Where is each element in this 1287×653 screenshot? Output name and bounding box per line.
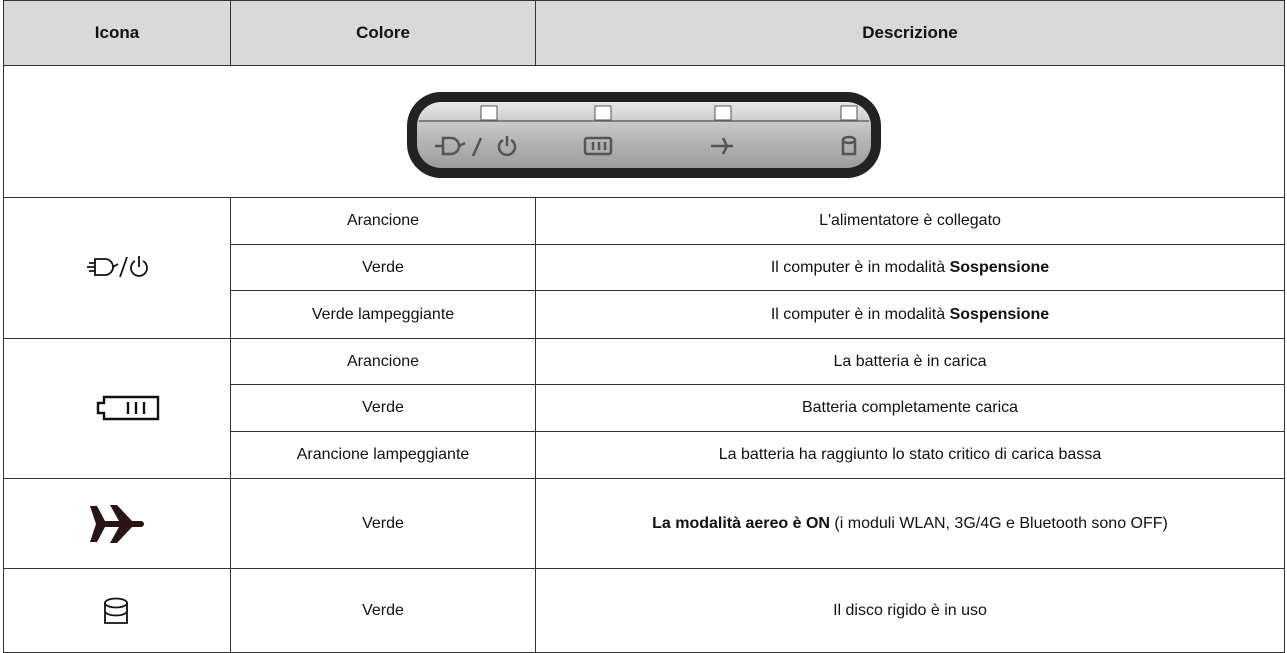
- hdd-icon: [104, 597, 128, 624]
- color-cell: Verde: [230, 384, 536, 432]
- header-cell: Colore: [230, 0, 536, 66]
- color-cell: Arancione: [230, 338, 536, 385]
- description-cell: Batteria completamente carica: [535, 384, 1285, 432]
- description-text: Il computer è in modalità Sospensione: [771, 259, 1049, 277]
- description-cell: L'alimentatore è collegato: [535, 197, 1285, 245]
- power-icon: [87, 256, 148, 278]
- description-part: (i moduli WLAN, 3G/4G e Bluetooth sono O…: [834, 514, 1168, 532]
- color-cell: Arancione lampeggiante: [230, 431, 536, 479]
- description-part: Sospensione: [949, 258, 1050, 276]
- description-text: Il computer è in modalità Sospensione: [771, 306, 1049, 324]
- description-part: La modalità aereo è ON: [652, 514, 830, 532]
- description-cell: Il computer è in modalità Sospensione: [535, 244, 1285, 291]
- description-part: La batteria è in carica: [833, 352, 987, 370]
- led-panel-image: [407, 92, 881, 178]
- description-part: La batteria ha raggiunto lo stato critic…: [718, 446, 1102, 463]
- color-cell: Arancione: [230, 197, 536, 245]
- description-part: Il disco rigido è in uso: [833, 601, 987, 619]
- color-cell: Verde: [230, 478, 536, 569]
- color-cell: Verde lampeggiante: [230, 290, 536, 339]
- airplane-icon: [90, 505, 144, 543]
- description-text: L'alimentatore è collegato: [819, 212, 1001, 230]
- description-cell: La modalità aereo è ON (i moduli WLAN, 3…: [535, 478, 1285, 569]
- battery-icon: [96, 395, 160, 421]
- description-cell: Il disco rigido è in uso: [535, 568, 1285, 653]
- description-part: L'alimentatore è collegato: [819, 212, 1001, 229]
- description-cell: La batteria ha raggiunto lo stato critic…: [535, 431, 1285, 479]
- description-text: Batteria completamente carica: [802, 399, 1018, 417]
- description-text: La modalità aereo è ON (i moduli WLAN, 3…: [652, 515, 1168, 533]
- description-part: Il computer è in modalità: [770, 305, 946, 323]
- color-cell: Verde: [230, 568, 536, 653]
- description-part: Batteria completamente carica: [801, 399, 1019, 416]
- description-text: La batteria è in carica: [834, 353, 987, 371]
- header-cell: Icona: [3, 0, 231, 66]
- description-text: La batteria ha raggiunto lo stato critic…: [719, 446, 1101, 464]
- description-part: Sospensione: [949, 305, 1050, 323]
- header-cell: Descrizione: [535, 0, 1285, 66]
- description-cell: La batteria è in carica: [535, 338, 1285, 385]
- description-part: Il computer è in modalità: [770, 258, 946, 276]
- color-cell: Verde: [230, 244, 536, 291]
- description-text: Il disco rigido è in uso: [833, 602, 987, 620]
- description-cell: Il computer è in modalità Sospensione: [535, 290, 1285, 339]
